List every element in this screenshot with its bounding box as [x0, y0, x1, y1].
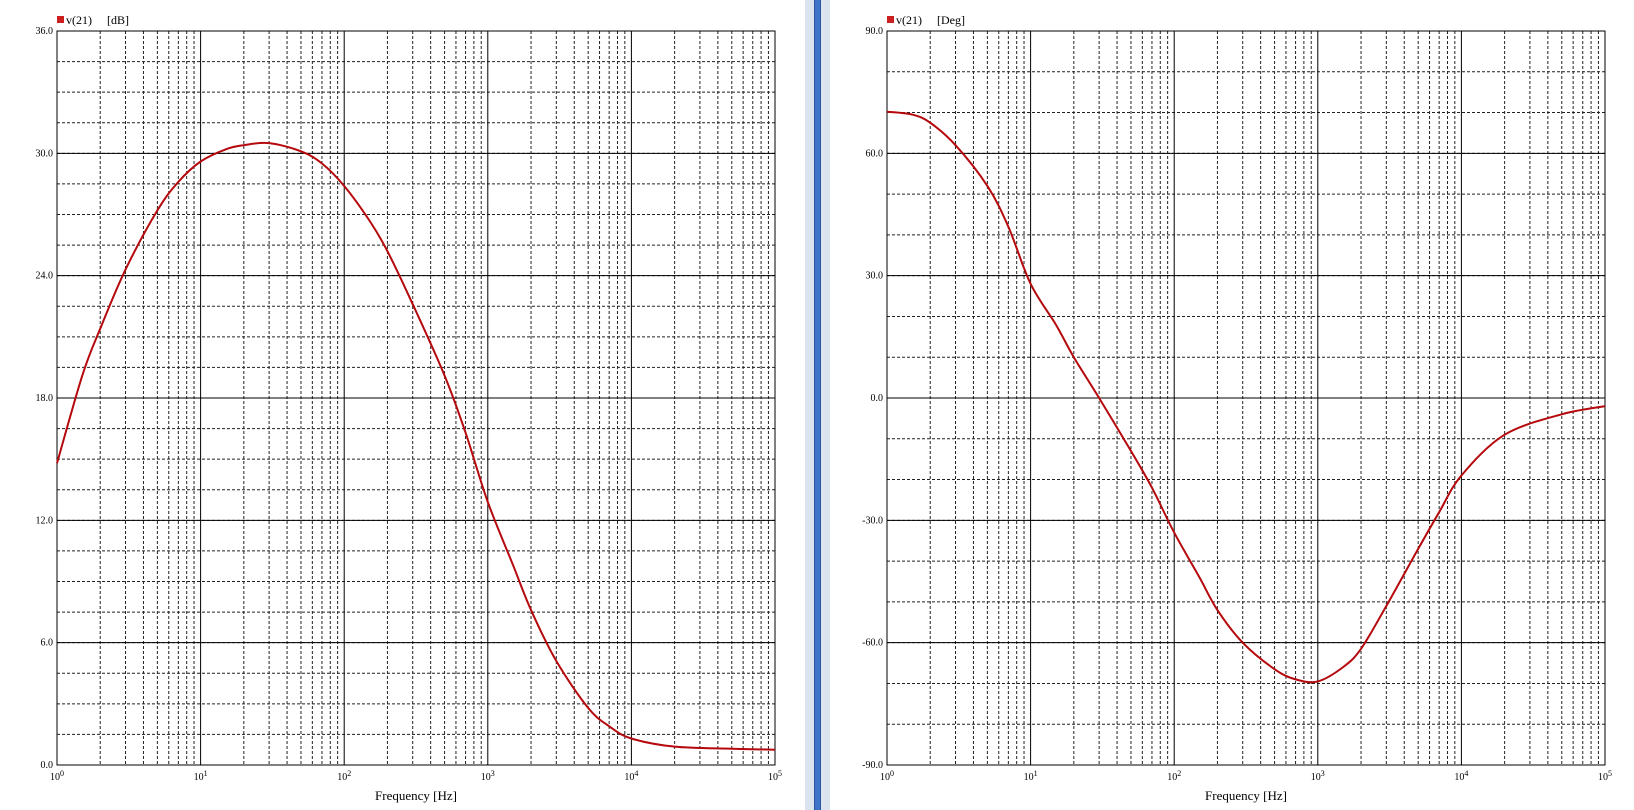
x-tick-label: 102 [1167, 769, 1181, 783]
x-tick-label: 101 [194, 769, 208, 783]
x-tick-label: 102 [337, 769, 351, 783]
legend-marker [887, 16, 894, 23]
grid [886, 30, 1606, 766]
splitter-bar [814, 0, 821, 810]
y-tick-label: 24.0 [36, 271, 54, 282]
x-tick-label: 104 [624, 769, 638, 783]
y-tick-label: 90.0 [866, 26, 884, 37]
x-axis-label: Frequency [Hz] [375, 788, 457, 803]
y-tick-label: 60.0 [866, 148, 884, 159]
legend-series-label: v(21) [66, 13, 92, 27]
legend-marker [57, 16, 64, 23]
legend-series-label: v(21) [896, 13, 922, 27]
x-tick-label: 103 [481, 769, 495, 783]
y-tick-label: 36.0 [36, 26, 54, 37]
y-tick-label: 0.0 [871, 393, 884, 404]
magnitude-chart: v(21) [dB] 0.0 6.0 12.0 18.0 24.0 30.0 36.0 10… [36, 13, 783, 803]
y-tick-label: 12.0 [36, 515, 54, 526]
legend: v(21) [Deg] [887, 13, 965, 27]
y-tick-label: 30.0 [36, 148, 54, 159]
y-tick-labels: 0.0 6.0 12.0 18.0 24.0 30.0 36.0 [36, 26, 54, 771]
y-tick-label: -90.0 [862, 760, 883, 771]
x-tick-label: 105 [768, 769, 782, 783]
x-tick-label: 103 [1311, 769, 1325, 783]
x-tick-label: 104 [1454, 769, 1468, 783]
x-tick-label: 105 [1598, 769, 1612, 783]
phase-chart: v(21) [Deg] -90.0 -60.0 -30.0 0.0 30.0 60.0 90… [862, 13, 1612, 803]
x-tick-label: 101 [1024, 769, 1038, 783]
x-tick-labels: 100 101 102 103 104 105 [880, 769, 1612, 783]
plot-frame [56, 30, 776, 766]
x-tick-labels: 100 101 102 103 104 105 [50, 769, 782, 783]
grid [56, 30, 776, 766]
legend-unit: [dB] [107, 13, 129, 27]
y-tick-label: -30.0 [862, 515, 883, 526]
phase-trace [886, 110, 1606, 684]
x-axis-label: Frequency [Hz] [1205, 788, 1287, 803]
x-tick-label: 100 [50, 769, 64, 783]
pane-splitter[interactable] [805, 0, 830, 810]
y-tick-label: 30.0 [866, 271, 884, 282]
y-tick-label: 18.0 [36, 393, 54, 404]
magnitude-trace [56, 141, 776, 751]
legend: v(21) [dB] [57, 13, 129, 27]
y-tick-label: 0.0 [41, 760, 54, 771]
y-tick-label: -60.0 [862, 638, 883, 649]
legend-unit: [Deg] [937, 13, 965, 27]
y-tick-labels: -90.0 -60.0 -30.0 0.0 30.0 60.0 90.0 [862, 26, 883, 771]
y-tick-label: 6.0 [41, 638, 54, 649]
plot-frame [886, 30, 1606, 766]
x-tick-label: 100 [880, 769, 894, 783]
